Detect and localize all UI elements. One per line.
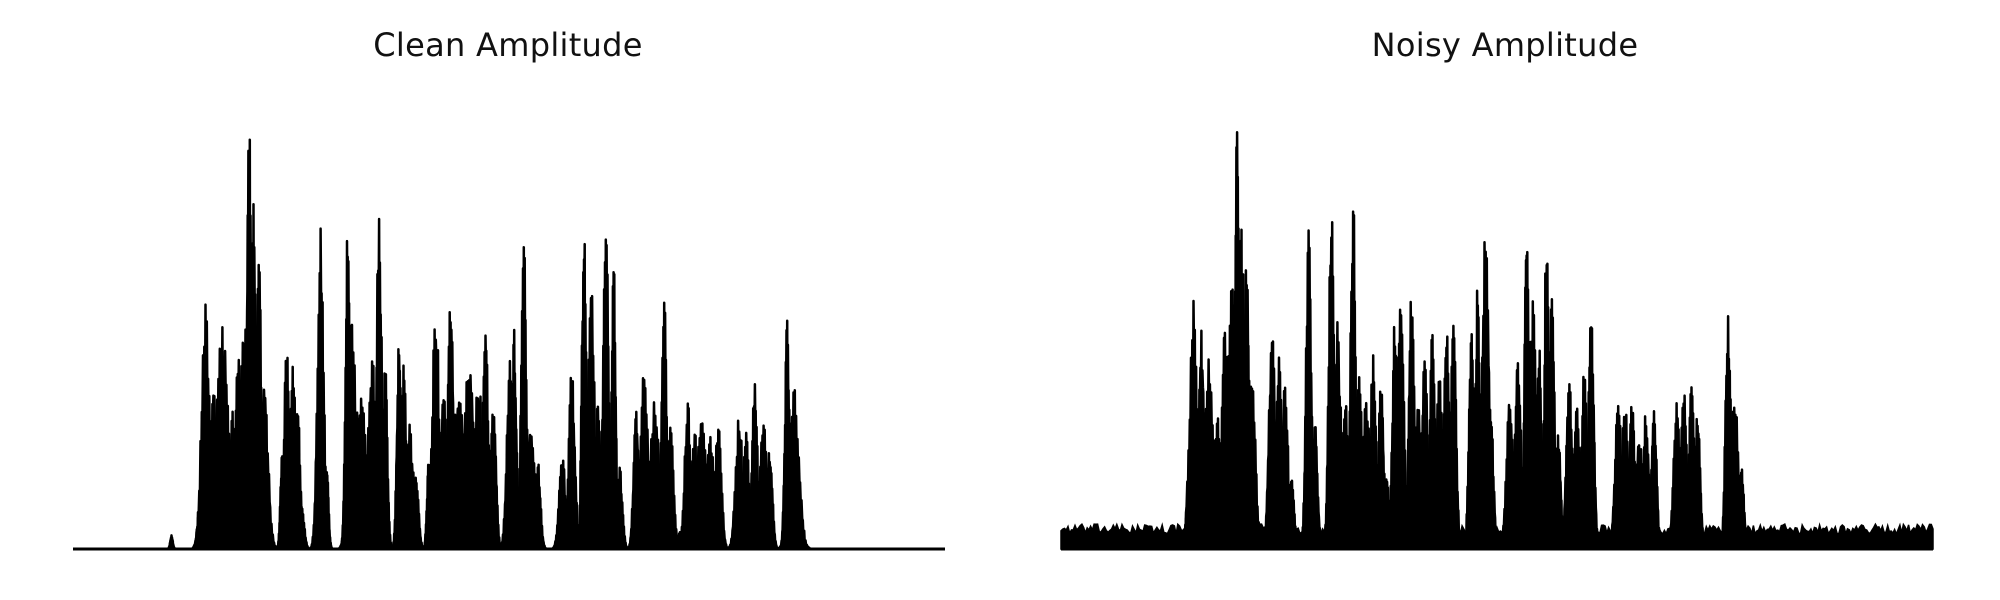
amplitude-burst [1305,426,1325,551]
amplitude-burst [1644,409,1664,551]
amplitude-burst [528,463,548,551]
chart-title: Clean Amplitude [373,26,643,64]
amplitude-burst [1443,324,1464,551]
amplitude-burst [1687,417,1708,551]
chart-panel-noisy: Noisy Amplitude [1000,0,2000,600]
amplitude-burst [777,388,811,551]
noisy-amplitude-plot [1060,130,1934,551]
amplitude-burst [707,428,730,551]
amplitude-burst [760,452,780,551]
amplitude-burst [483,413,503,551]
amplitude-burst [291,505,312,551]
amplitude-burst [376,372,394,551]
amplitude-burst [406,476,426,551]
amplitude-burst [250,388,278,551]
chart-panel-clean: Clean Amplitude [73,26,945,551]
amplitude-burst [1731,468,1751,551]
amplitude-burst [319,470,334,551]
amplitude-burst [1581,326,1601,551]
amplitude-burst [1281,479,1301,551]
clean-amplitude-plot [73,138,945,551]
chart-title: Noisy Amplitude [1371,26,1639,64]
amplitude-burst [610,466,630,551]
amplitude-burst [1239,385,1265,551]
amplitude-burst [166,534,177,551]
amplitude-burst [1481,420,1501,551]
